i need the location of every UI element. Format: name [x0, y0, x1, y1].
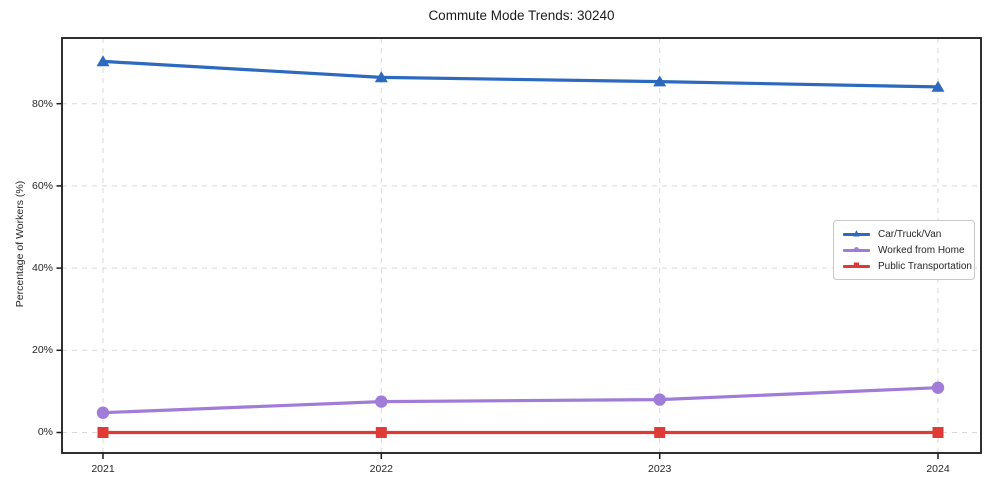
square-marker-icon: ■: [853, 259, 860, 272]
legend-label: Public Transportation: [878, 260, 972, 272]
x-tick-label: 2022: [369, 463, 394, 475]
legend-line-sample: [843, 248, 870, 252]
legend-item: ● Worked from Home: [843, 242, 965, 258]
circle-marker-icon: ●: [853, 243, 860, 256]
legend-circle-icon: ●: [843, 243, 870, 257]
legend-triangle-icon: ▲: [843, 227, 870, 241]
y-tick-label: 0%: [37, 426, 53, 439]
legend-line-sample: [843, 232, 870, 236]
legend-square-icon: ■: [843, 259, 870, 273]
legend-item: ▲ Car/Truck/Van: [843, 226, 965, 242]
y-tick-label: 40%: [31, 262, 53, 275]
legend-item: ■ Public Transportation: [843, 258, 972, 274]
x-tick-label: 2021: [91, 463, 115, 475]
y-tick-label: 20%: [31, 344, 53, 357]
triangle-marker-icon: ▲: [851, 227, 862, 240]
x-tick-label: 2023: [647, 463, 672, 475]
chart-title: Commute Mode Trends: 30240: [428, 8, 615, 23]
y-tick-label: 80%: [31, 97, 53, 110]
legend-line-sample: [843, 264, 870, 268]
legend: ▲ Car/Truck/Van ● Worked from Home ■ Public T…: [833, 220, 975, 280]
x-tick-label: 2024: [926, 463, 950, 475]
legend-label: Car/Truck/Van: [878, 228, 942, 240]
legend-label: Worked from Home: [878, 244, 965, 256]
y-tick-label: 60%: [31, 179, 53, 192]
